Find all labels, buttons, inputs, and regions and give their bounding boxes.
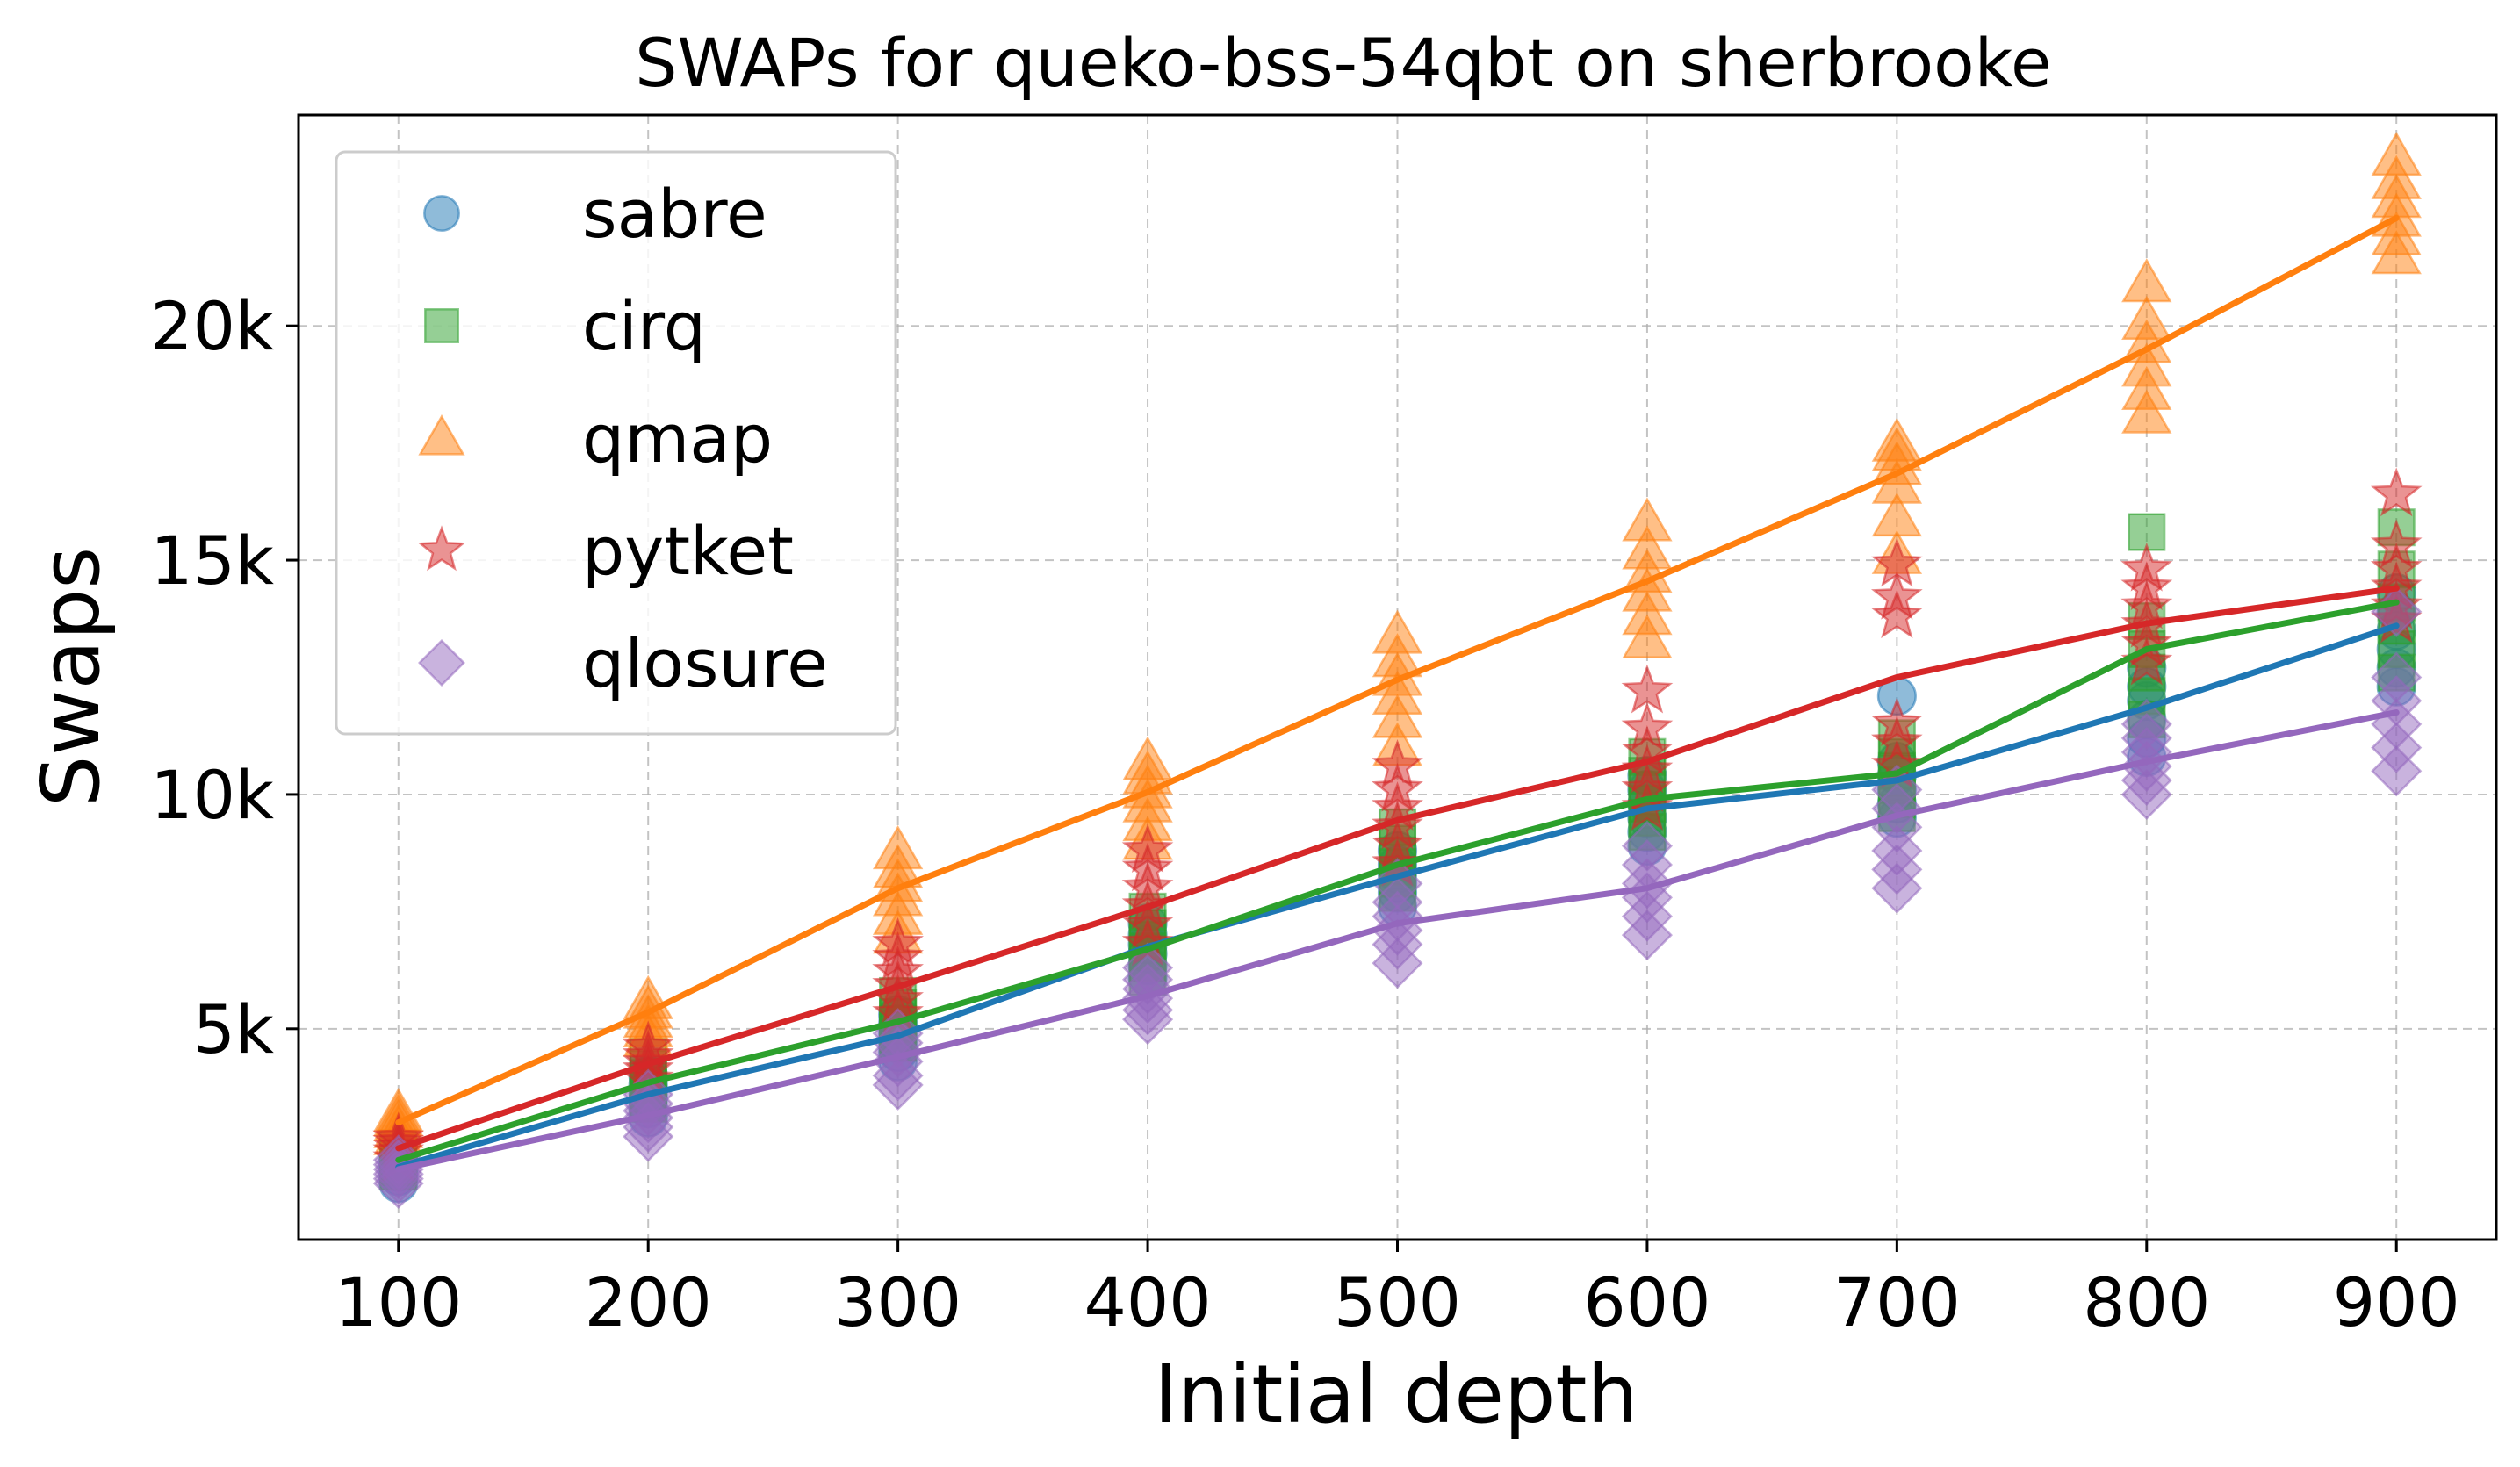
pytket-point bbox=[1871, 589, 1923, 639]
qlosure-mean-line bbox=[395, 709, 2400, 1173]
qmap-point bbox=[1622, 591, 1673, 636]
qmap-point bbox=[1372, 609, 1423, 654]
legend-pytket-label: pytket bbox=[582, 512, 794, 590]
y-tick-label: 10k bbox=[150, 756, 274, 834]
cirq-mean-line bbox=[395, 599, 2400, 1163]
pytket-point bbox=[1121, 842, 1174, 892]
pytket-point bbox=[1372, 818, 1423, 868]
pytket-point bbox=[2120, 561, 2173, 611]
x-axis-label: Initial depth bbox=[1154, 1348, 1638, 1442]
legend-pytket-marker bbox=[417, 525, 466, 572]
qmap-point bbox=[1622, 525, 1673, 570]
legend-cirq-marker bbox=[424, 308, 459, 343]
qmap-point bbox=[1622, 549, 1673, 593]
qmap-point bbox=[1622, 614, 1673, 658]
chart-title: SWAPs for queko-bss-54qbt on sherbrooke bbox=[635, 24, 2051, 102]
pytket-point bbox=[1871, 716, 1923, 766]
legend-box bbox=[335, 150, 897, 736]
legend-qlosure-label: qlosure bbox=[582, 624, 828, 702]
legend-qlosure-marker bbox=[418, 639, 465, 687]
series-qlosure bbox=[372, 586, 2423, 1210]
qmap-point bbox=[1122, 736, 1173, 780]
qmap-point bbox=[1622, 497, 1673, 542]
y-tick-label: 15k bbox=[150, 521, 274, 600]
x-tick-label: 600 bbox=[1583, 1263, 1710, 1341]
pytket-point bbox=[872, 931, 925, 981]
y-tick-label: 5k bbox=[193, 990, 274, 1068]
legend-sabre-label: sabre bbox=[582, 175, 767, 253]
qmap-mean-line bbox=[395, 214, 2400, 1126]
x-tick-label: 300 bbox=[834, 1263, 961, 1341]
qmap-point bbox=[1871, 492, 1923, 537]
qmap-point bbox=[2121, 258, 2172, 303]
pytket-point bbox=[1121, 823, 1174, 873]
x-tick-label: 400 bbox=[1084, 1263, 1212, 1341]
x-tick-label: 200 bbox=[585, 1263, 712, 1341]
pytket-point bbox=[1121, 898, 1174, 948]
qmap-point bbox=[2371, 131, 2422, 176]
pytket-point bbox=[2370, 467, 2423, 517]
pytket-point bbox=[1372, 800, 1423, 850]
qmap-point bbox=[1372, 694, 1423, 738]
pytket-point bbox=[622, 1020, 674, 1070]
x-tick-label: 500 bbox=[1334, 1263, 1461, 1341]
qmap-point bbox=[872, 824, 924, 870]
y-axis-label: Swaps bbox=[24, 547, 118, 807]
pytket-point bbox=[2370, 542, 2423, 592]
qmap-point bbox=[2371, 155, 2422, 199]
qmap-point bbox=[2121, 389, 2172, 434]
qlosure-point bbox=[2371, 651, 2423, 703]
legend-qmap-label: qmap bbox=[582, 399, 773, 478]
qmap-point bbox=[2121, 365, 2172, 411]
legend: sabre cirq qmap pytket qlosure bbox=[335, 150, 897, 736]
x-axis: 100 200 300 400 500 600 700 800 900 bbox=[335, 1240, 2460, 1341]
pytket-point bbox=[2370, 519, 2423, 568]
pytket-point bbox=[1870, 570, 1923, 620]
qmap-point bbox=[2121, 342, 2172, 387]
qmap-point bbox=[1372, 633, 1423, 678]
pytket-point bbox=[1372, 762, 1423, 812]
legend-sabre-marker bbox=[423, 195, 460, 232]
qmap-point bbox=[2121, 295, 2172, 340]
pytket-point bbox=[1621, 701, 1674, 751]
x-tick-label: 800 bbox=[2083, 1263, 2210, 1341]
qmap-point bbox=[1871, 417, 1923, 462]
qlosure-point bbox=[1621, 820, 1673, 872]
pytket-point bbox=[1621, 664, 1674, 714]
pytket-point bbox=[2120, 542, 2173, 592]
y-axis: 5k 10k 15k 20k bbox=[150, 287, 299, 1068]
y-tick-label: 20k bbox=[150, 287, 274, 365]
legend-qmap-marker bbox=[418, 414, 465, 456]
pytket-point bbox=[1870, 697, 1923, 746]
pytket-point bbox=[1870, 537, 1923, 587]
x-tick-label: 900 bbox=[2333, 1263, 2460, 1341]
pytket-point bbox=[2120, 617, 2173, 667]
pytket-point bbox=[2120, 579, 2173, 629]
pytket-point bbox=[1372, 739, 1423, 788]
pytket-mean-line bbox=[395, 585, 2400, 1152]
plot-series bbox=[372, 131, 2423, 1210]
pytket-point bbox=[872, 945, 925, 995]
x-tick-label: 700 bbox=[1833, 1263, 1961, 1341]
pytket-point bbox=[1121, 860, 1174, 910]
sabre-mean-line bbox=[395, 622, 2400, 1170]
pytket-point bbox=[872, 917, 925, 967]
qlosure-point bbox=[1122, 942, 1174, 994]
legend-cirq-label: cirq bbox=[582, 287, 706, 365]
x-tick-label: 100 bbox=[335, 1263, 462, 1341]
